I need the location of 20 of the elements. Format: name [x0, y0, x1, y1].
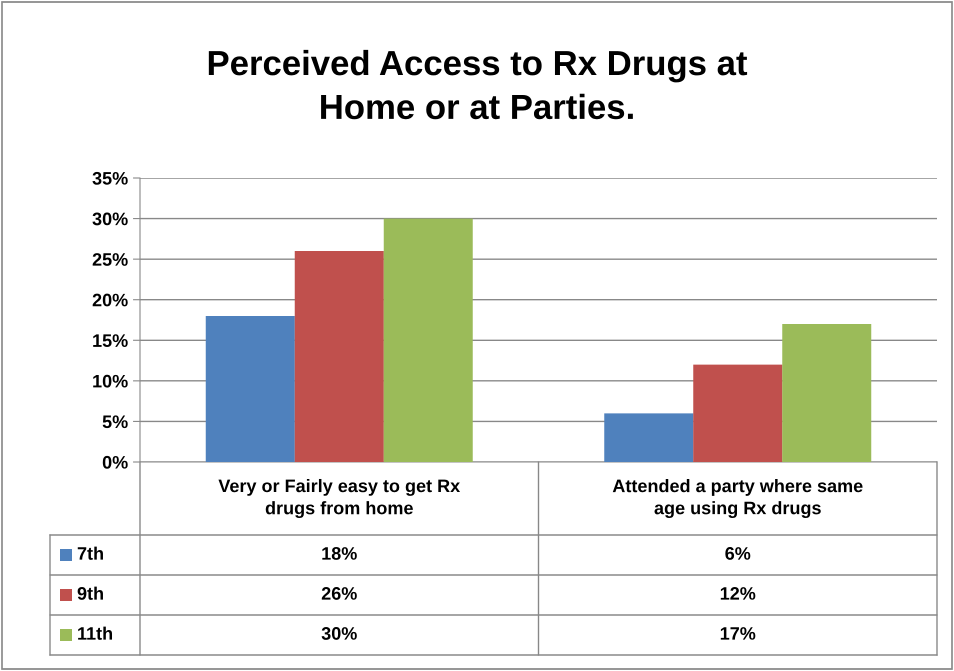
x-tick-label: Very or Fairly easy to get Rx drugs from home: [218, 478, 460, 518]
chart-title: Perceived Access to Rx Drugs at Home or at Parties.: [208, 50, 748, 120]
text: 17%: [720, 627, 756, 640]
text: 26%: [322, 587, 357, 600]
legend-label: 11th: [78, 626, 112, 640]
text: 18%: [322, 547, 357, 560]
y-tick-label: 35%: [92, 172, 128, 185]
y-tick-label: 30%: [92, 212, 128, 226]
y-tick-label: 0%: [102, 456, 128, 469]
y-tick-label: 25%: [92, 253, 128, 266]
x-tick-label: Attended a party where same age using Rx drugs: [612, 479, 863, 518]
text: 6%: [725, 547, 750, 560]
y-tick-label: 5%: [102, 415, 128, 428]
legend-label: 9th: [78, 586, 103, 600]
y-tick-label: 15%: [93, 334, 128, 348]
y-tick-label: 20%: [92, 294, 128, 306]
text: 30%: [322, 627, 357, 640]
y-tick-label: 10%: [93, 374, 128, 388]
text: 12%: [720, 587, 756, 600]
legend-label: 7th: [78, 546, 103, 560]
